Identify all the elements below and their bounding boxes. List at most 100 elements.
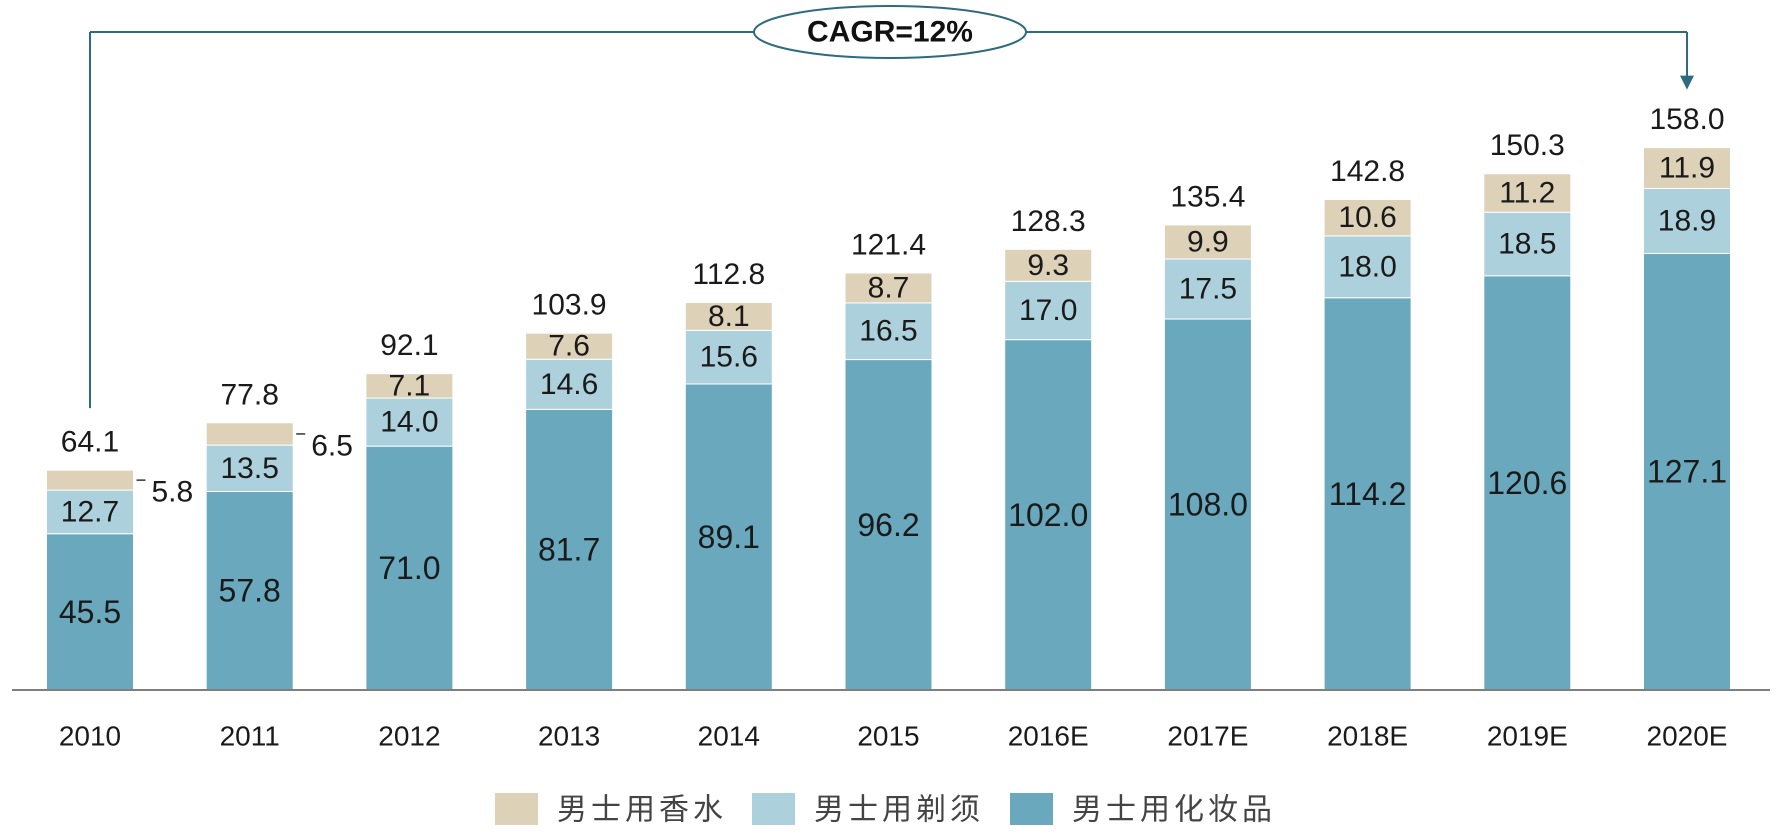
legend-label: 男士用化妆品 (1072, 794, 1276, 827)
x-tick-label: 2015 (857, 721, 919, 752)
data-label-shaving: 14.0 (380, 406, 438, 439)
x-tick-label: 2020E (1647, 721, 1728, 752)
x-tick-label: 2011 (220, 721, 280, 752)
bar-segment-shaving (205, 444, 294, 492)
bar-segment-shaving (46, 489, 134, 535)
data-label-total: 135.4 (1170, 180, 1245, 213)
bar-segment-cosmetics (1323, 297, 1412, 691)
cagr-label: CAGR=12% (807, 16, 973, 49)
data-label-fragrance: 9.3 (1027, 249, 1069, 282)
legend-swatch (1010, 793, 1053, 825)
bars-group: 45.5 12.7 5.8 64.1 57.8 13.5 6.5 77.8 71.0 14.0 7.… (46, 103, 1731, 691)
bar-segment-fragrance (525, 332, 614, 360)
data-label-shaving: 15.6 (700, 341, 758, 374)
data-label-fragrance: 7.1 (389, 369, 431, 402)
x-tick-label: 2012 (378, 721, 440, 752)
data-label-fragrance: 5.8 (152, 476, 194, 509)
data-label-shaving: 13.5 (221, 452, 279, 485)
x-tick-label: 2014 (698, 721, 760, 752)
bar-segment-shaving (1323, 235, 1412, 299)
data-label-cosmetics: 102.0 (1008, 497, 1088, 533)
bar-segment-fragrance (1483, 173, 1572, 213)
x-tick-label: 2010 (59, 721, 121, 752)
data-label-fragrance: 8.7 (868, 271, 910, 304)
bar-segment-cosmetics (525, 408, 614, 691)
bar-segment-cosmetics (684, 383, 773, 691)
data-label-shaving: 14.6 (540, 368, 598, 401)
data-label-fragrance: 10.6 (1338, 201, 1396, 234)
legend-swatch (495, 793, 538, 825)
cagr-annotation: CAGR=12% (89, 5, 1694, 409)
bar-segment-shaving (1163, 258, 1252, 320)
data-label-cosmetics: 127.1 (1647, 454, 1727, 490)
data-label-cosmetics: 89.1 (698, 519, 760, 555)
data-label-total: 92.1 (380, 329, 438, 362)
bar-segment-shaving (365, 397, 454, 447)
bar-segment-shaving (844, 302, 933, 361)
data-label-shaving: 17.0 (1019, 294, 1077, 327)
data-label-total: 112.8 (692, 258, 765, 291)
data-label-cosmetics: 96.2 (857, 507, 919, 543)
data-label-total: 150.3 (1490, 129, 1565, 162)
legend: 男士用香水 男士用剃须 男士用化妆品 (495, 793, 1276, 827)
bar-segment-fragrance (1163, 224, 1252, 260)
bar-segment-cosmetics (46, 533, 134, 691)
data-label-shaving: 17.5 (1179, 272, 1237, 305)
data-label-cosmetics: 114.2 (1329, 476, 1407, 512)
data-label-total: 77.8 (221, 378, 279, 411)
bar-segment-shaving (1004, 280, 1093, 341)
bar-segment-cosmetics (1483, 275, 1572, 691)
bar-segment-shaving (525, 358, 614, 410)
bar-segment-cosmetics (844, 359, 933, 691)
bar-segment-cosmetics (1004, 339, 1093, 691)
bar-segment-fragrance (365, 373, 454, 399)
cagr-arrow-head (1680, 75, 1694, 90)
data-label-shaving: 18.9 (1658, 204, 1716, 237)
data-label-fragrance: 7.6 (548, 330, 590, 363)
bar-segment-fragrance (1643, 147, 1731, 190)
data-label-cosmetics: 57.8 (219, 573, 281, 609)
cagr-bubble (753, 5, 1027, 59)
x-tick-label: 2017E (1167, 721, 1248, 752)
data-label-fragrance: 8.1 (708, 300, 750, 333)
data-label-shaving: 18.5 (1498, 227, 1556, 260)
legend-label: 男士用剃须 (814, 794, 984, 827)
bar-segment-fragrance (1323, 199, 1412, 237)
data-label-total: 158.0 (1649, 103, 1724, 136)
x-axis: 2010 2011 2012 2013 2014 2015 2016E 2017E 2018E 2… (12, 689, 1770, 752)
data-label-cosmetics: 120.6 (1487, 465, 1567, 501)
bar-segment-shaving (1483, 211, 1572, 277)
data-label-total: 121.4 (851, 229, 926, 262)
bar-segment-cosmetics (1643, 252, 1731, 691)
data-label-cosmetics: 71.0 (378, 550, 440, 586)
bar-segment-fragrance (46, 469, 134, 491)
data-label-cosmetics: 45.5 (59, 594, 121, 630)
data-label-fragrance: 11.9 (1659, 152, 1715, 185)
data-label-cosmetics: 81.7 (538, 532, 600, 568)
bar-segment-fragrance (684, 302, 773, 331)
data-label-total: 142.8 (1330, 155, 1405, 188)
bar-segment-cosmetics (1163, 318, 1252, 691)
data-label-total: 128.3 (1011, 205, 1086, 238)
bar-segment-fragrance (844, 272, 933, 304)
data-label-fragrance: 9.9 (1187, 225, 1229, 258)
data-label-fragrance: 11.2 (1499, 176, 1555, 209)
data-label-fragrance: 6.5 (311, 429, 353, 462)
x-tick-label: 2018E (1327, 721, 1408, 752)
data-label-shaving: 12.7 (61, 495, 119, 528)
x-tick-label: 2016E (1008, 721, 1089, 752)
bar-segment-fragrance (1004, 248, 1093, 282)
bar-segment-fragrance (205, 422, 294, 446)
bar-segment-cosmetics (365, 445, 454, 691)
data-label-total: 103.9 (532, 289, 607, 322)
x-tick-label: 2013 (538, 721, 600, 752)
data-label-shaving: 18.0 (1338, 250, 1396, 283)
x-tick-label: 2019E (1487, 721, 1568, 752)
data-label-shaving: 16.5 (859, 315, 917, 348)
data-label-total: 64.1 (61, 426, 119, 459)
bar-segment-shaving (684, 329, 773, 385)
data-label-cosmetics: 108.0 (1168, 487, 1248, 523)
legend-label: 男士用香水 (557, 794, 727, 827)
